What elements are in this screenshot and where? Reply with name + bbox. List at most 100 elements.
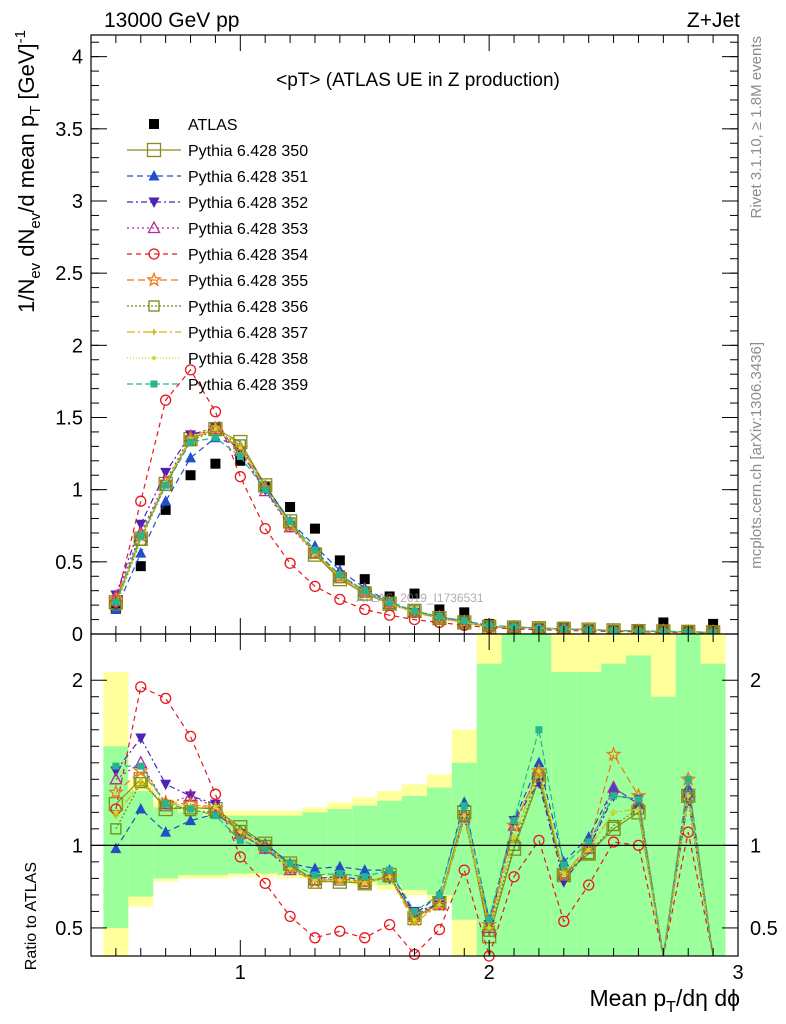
legend-entry-2: Pythia 6.428 351 (127, 169, 308, 186)
ratio-point (684, 775, 692, 783)
legend-label: Pythia 6.428 354 (188, 247, 308, 264)
main-point (135, 561, 146, 572)
ratio-series-4 (110, 681, 714, 962)
main-point (162, 481, 170, 489)
main-point (311, 546, 319, 554)
ratio-point (184, 730, 197, 743)
ratio-point (560, 861, 568, 869)
legend-marker (146, 142, 162, 158)
ratio-point (107, 784, 124, 800)
ratio-point (435, 891, 443, 899)
ratio-inner-band (650, 696, 676, 956)
ratio-point (261, 845, 269, 853)
main-point (112, 598, 120, 606)
main-point (235, 455, 246, 466)
main-point (160, 467, 172, 479)
ratio-y-axis-title: Ratio to ATLAS (23, 862, 40, 970)
legend-label: Pythia 6.428 356 (188, 299, 308, 316)
main-y-tick-label: 1 (72, 480, 83, 502)
ratio-point (558, 915, 570, 927)
ratio-point (359, 932, 371, 944)
main-point (334, 593, 346, 606)
x-tick-label: 3 (732, 962, 743, 984)
ratio-point (458, 809, 470, 822)
ratio-point (334, 860, 346, 872)
ratio-inner-band (153, 807, 179, 879)
ratio-point (387, 874, 392, 879)
legend-entry-0: ATLAS (149, 117, 238, 134)
ratio-inner-band (551, 671, 577, 956)
main-point (184, 364, 197, 376)
main-axes: 0 0.5 1 1.5 2 2.5 3 3.5 4 (55, 34, 739, 646)
main-point (185, 470, 196, 481)
ratio-point (238, 830, 243, 835)
main-point (459, 607, 470, 618)
ratio-point (611, 810, 616, 815)
main-point (309, 580, 321, 593)
main-y-axis-title: 1/Nev dNev/d mean pT [GeV]-1 (12, 30, 44, 313)
ratio-point (610, 792, 618, 800)
ratio-point (259, 877, 271, 889)
ratio-point (133, 772, 148, 787)
main-y-tick-label: 3 (72, 191, 83, 213)
ratio-point (309, 862, 321, 873)
ratio-y-tick-label-right: 0.5 (750, 918, 778, 940)
legend-label: Pythia 6.428 352 (188, 195, 308, 212)
main-point (359, 603, 371, 616)
ratio-point (585, 838, 593, 846)
ratio-point (583, 879, 595, 891)
ratio-point (211, 812, 219, 820)
main-point (359, 586, 371, 598)
ratio-point (682, 790, 694, 802)
x-axis-title: Mean pT/dη dϕ (589, 985, 740, 1016)
main-series-6 (107, 420, 722, 639)
main-point (213, 427, 218, 432)
ratio-inner-band (402, 795, 427, 890)
ratio-point (110, 823, 122, 835)
main-point (185, 451, 197, 463)
legend-entry-8: Pythia 6.428 357 (127, 325, 308, 342)
ratio-point (359, 864, 371, 875)
main-point (238, 445, 243, 450)
legend-marker (148, 170, 160, 181)
main-y-tick-label: 2 (72, 335, 83, 357)
ratio-inner-band (426, 787, 452, 895)
legend-marker (149, 119, 159, 129)
legend-marker (152, 356, 156, 360)
ratio-point (187, 805, 195, 813)
main-point (210, 458, 221, 469)
ratio-point (160, 779, 172, 791)
ratio-point (312, 878, 317, 883)
legend-marker (148, 248, 160, 260)
legend: ATLAS Pythia 6.428 350 Pythia 6.428 351 Pyt… (127, 117, 308, 394)
legend-label: Pythia 6.428 358 (188, 351, 308, 368)
energy-label: 13000 GeV pp (104, 9, 239, 32)
legend-label: Pythia 6.428 357 (188, 325, 308, 342)
main-point (334, 555, 345, 566)
main-point (160, 479, 172, 491)
legend-marker (146, 271, 162, 287)
ratio-y-tick-label-right: 2 (750, 670, 761, 692)
main-point (433, 612, 446, 624)
ratio-y-tick-label: 2 (72, 670, 83, 692)
legend-label: Pythia 6.428 355 (188, 273, 308, 290)
legend-marker (150, 380, 158, 388)
ratio-point (607, 836, 620, 848)
ratio-series-9 (112, 726, 714, 957)
ratio-point (160, 826, 172, 837)
legend-label: Pythia 6.428 353 (188, 221, 308, 238)
main-point (658, 617, 669, 628)
ratio-point (311, 871, 319, 879)
ratio-point (234, 824, 246, 837)
main-point (383, 609, 396, 621)
ratio-point (236, 836, 244, 844)
legend-label: Pythia 6.428 359 (188, 377, 308, 394)
ratio-point (634, 795, 642, 803)
ratio-point (135, 681, 147, 693)
ratio-point (336, 869, 344, 877)
ratio-point (460, 802, 468, 810)
ratio-point (485, 916, 493, 924)
ratio-axes: 0.5 0.5 1 1 2 2 1 2 3 (55, 633, 778, 984)
ratio-point (458, 864, 470, 876)
main-point (209, 406, 222, 418)
